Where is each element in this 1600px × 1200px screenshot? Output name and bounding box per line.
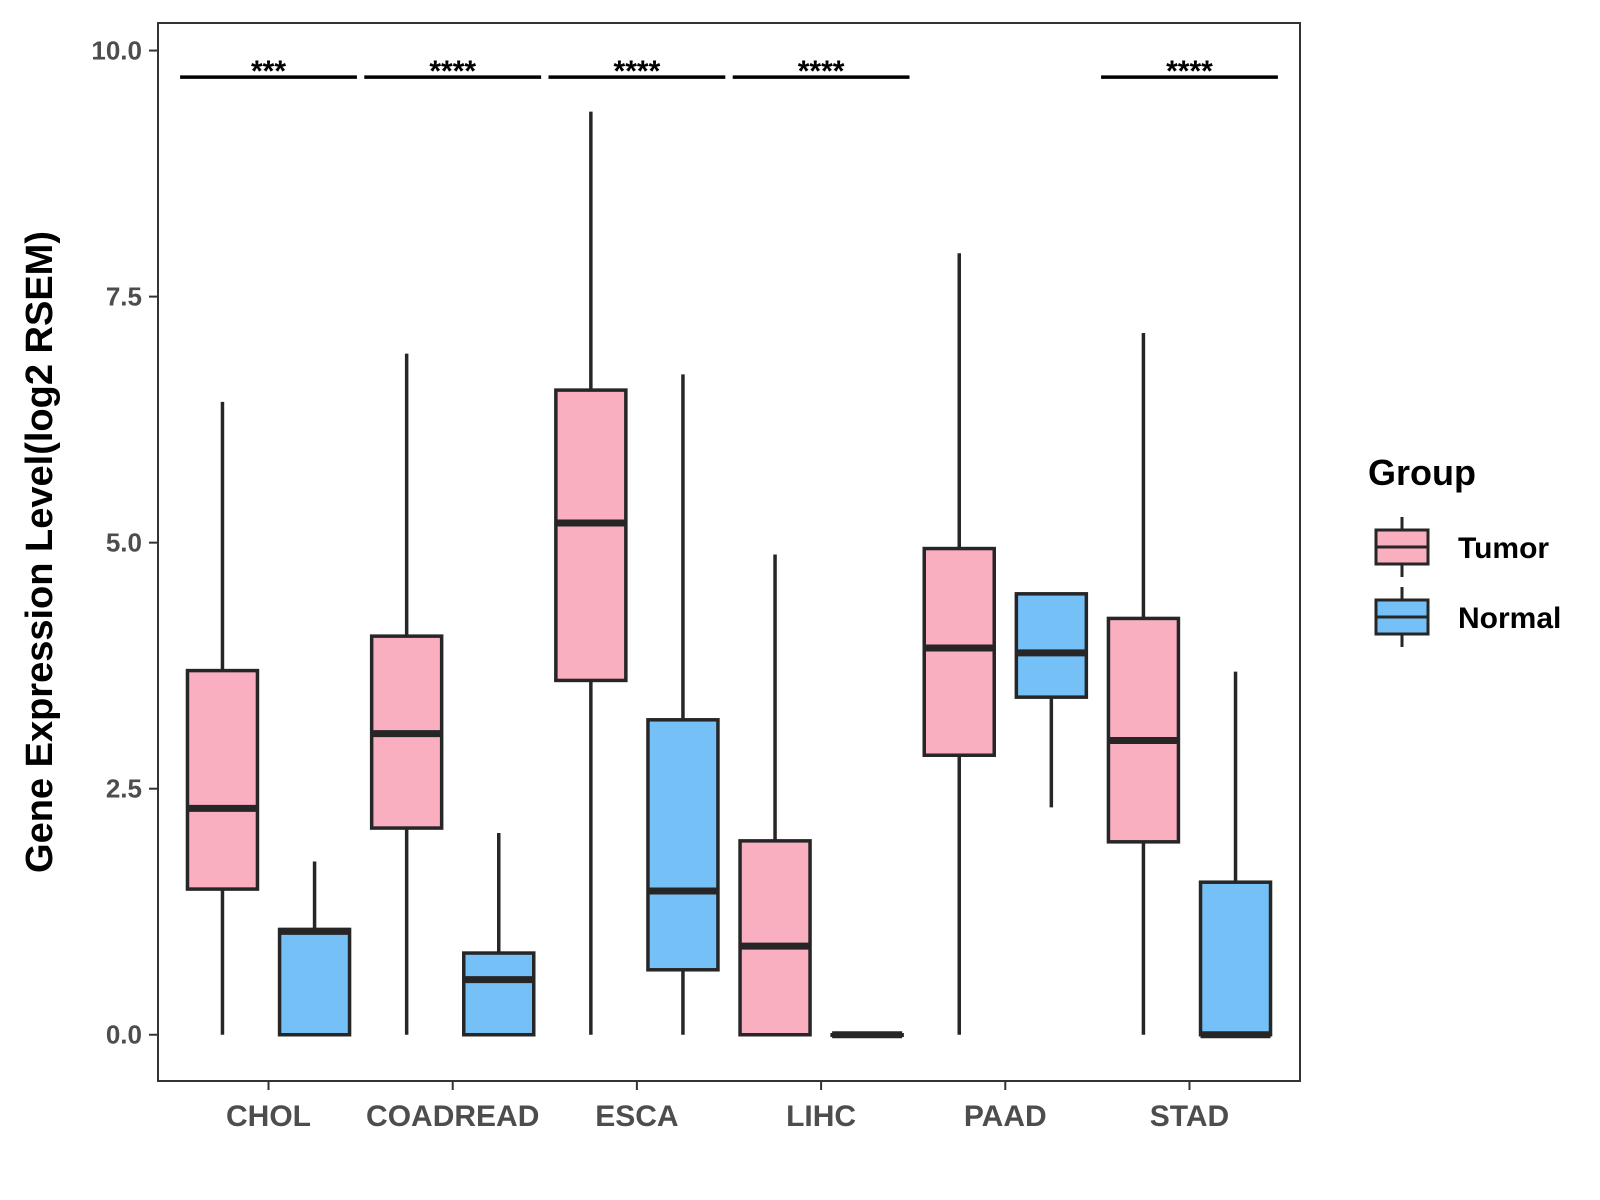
box-body [185, 668, 260, 891]
tumor-box-chol [185, 401, 260, 1035]
x-tick-label: LIHC [786, 1100, 856, 1133]
significance-label: **** [1166, 55, 1213, 88]
normal-box-chol [277, 861, 352, 1037]
box-body [646, 718, 720, 972]
y-axis-label: Gene Expression Level(log2 RSEM) [19, 231, 61, 873]
box-body [1014, 592, 1089, 699]
x-tick-label: COADREAD [366, 1100, 539, 1133]
normal-box-paad [1014, 592, 1089, 808]
y-tick-label: 0.0 [106, 1020, 142, 1050]
box-body [922, 546, 996, 757]
significance-label: **** [429, 55, 476, 88]
box-body [277, 927, 352, 1037]
legend-title: Group [1368, 452, 1476, 493]
normal-box-lihc [830, 1031, 904, 1039]
box-body [1106, 616, 1181, 844]
y-tick-label: 7.5 [106, 282, 142, 312]
tumor-box-esca [554, 111, 628, 1035]
significance-label: **** [614, 55, 661, 88]
legend: Group Tumor Normal [1368, 452, 1561, 647]
y-tick-label: 5.0 [106, 528, 142, 558]
x-tick-label: PAAD [964, 1100, 1047, 1133]
significance-label: *** [251, 55, 286, 88]
box-body [554, 388, 628, 683]
x-tick-label: CHOL [226, 1100, 311, 1133]
legend-item-tumor: Tumor [1374, 517, 1549, 577]
y-tick-label: 10.0 [91, 36, 142, 66]
x-tick-label: ESCA [595, 1100, 678, 1133]
tumor-box-stad [1106, 333, 1181, 1035]
normal-box-coadread [462, 832, 536, 1037]
plot-panel-border [157, 22, 1301, 1082]
significance-label: **** [798, 55, 845, 88]
legend-item-normal: Normal [1374, 587, 1561, 647]
box-body [738, 839, 812, 1037]
tumor-box-coadread [369, 353, 444, 1035]
tumor-box-lihc [738, 554, 812, 1037]
x-tick-label: STAD [1150, 1100, 1229, 1133]
normal-box-esca [646, 374, 720, 1035]
box-body [462, 951, 536, 1037]
y-tick-label: 2.5 [106, 774, 142, 804]
legend-label: Normal [1458, 602, 1561, 635]
normal-box-stad [1198, 671, 1273, 1039]
tumor-box-paad [922, 253, 996, 1035]
box-body [1198, 880, 1273, 1037]
legend-label: Tumor [1458, 532, 1549, 565]
